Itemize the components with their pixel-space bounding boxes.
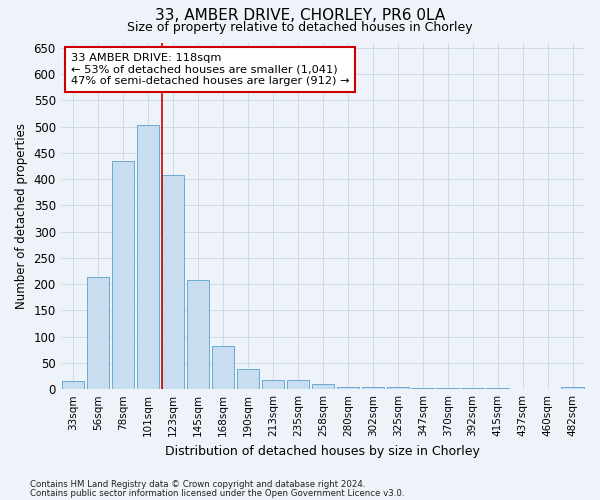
Y-axis label: Number of detached properties: Number of detached properties xyxy=(15,123,28,309)
Text: Size of property relative to detached houses in Chorley: Size of property relative to detached ho… xyxy=(127,21,473,34)
Bar xyxy=(561,387,584,389)
Text: 33, AMBER DRIVE, CHORLEY, PR6 0LA: 33, AMBER DRIVE, CHORLEY, PR6 0LA xyxy=(155,8,445,22)
Bar xyxy=(137,126,159,389)
Bar xyxy=(187,280,209,389)
Bar xyxy=(212,346,234,389)
Bar xyxy=(536,388,559,389)
Bar xyxy=(162,176,184,389)
Bar xyxy=(511,388,534,389)
Bar xyxy=(412,388,434,389)
Bar xyxy=(236,369,259,389)
Bar xyxy=(436,388,459,389)
Bar xyxy=(337,386,359,389)
Bar xyxy=(386,387,409,389)
X-axis label: Distribution of detached houses by size in Chorley: Distribution of detached houses by size … xyxy=(166,444,480,458)
Bar xyxy=(487,388,509,389)
Bar xyxy=(287,380,309,389)
Bar xyxy=(311,384,334,389)
Bar xyxy=(112,160,134,389)
Bar xyxy=(362,386,384,389)
Text: 33 AMBER DRIVE: 118sqm
← 53% of detached houses are smaller (1,041)
47% of semi-: 33 AMBER DRIVE: 118sqm ← 53% of detached… xyxy=(71,53,350,86)
Bar xyxy=(461,388,484,389)
Bar xyxy=(62,382,85,389)
Text: Contains HM Land Registry data © Crown copyright and database right 2024.: Contains HM Land Registry data © Crown c… xyxy=(30,480,365,489)
Bar xyxy=(87,278,109,389)
Bar xyxy=(262,380,284,389)
Text: Contains public sector information licensed under the Open Government Licence v3: Contains public sector information licen… xyxy=(30,488,404,498)
